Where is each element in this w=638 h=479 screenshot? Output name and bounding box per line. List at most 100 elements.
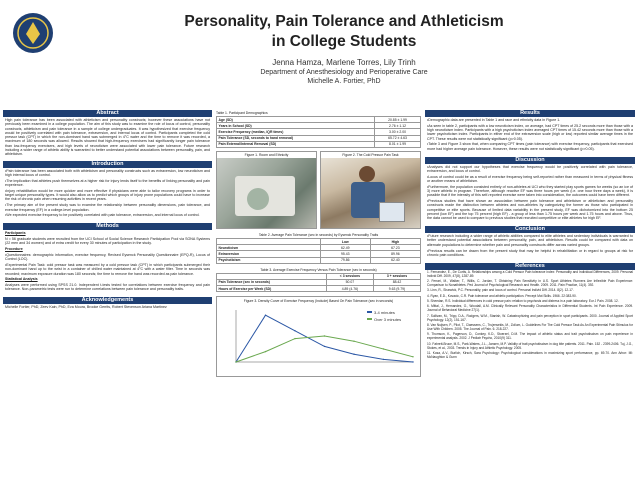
data-point <box>323 345 326 348</box>
data-point <box>353 340 355 343</box>
demographics-table: Age (SD) 20.85 ± 1.99 Years in School (SD)… <box>215 115 421 148</box>
legend-label: 3-4 minutes <box>374 310 395 315</box>
figure3-caption: Figure 3. Density Curve of Exercise Freq… <box>243 299 394 304</box>
results-section: Results •Demographic data are presented … <box>425 110 635 154</box>
reference-item: 1. Fernandez, E., De Curtis, A. Relation… <box>427 269 633 278</box>
introduction-heading: Introduction <box>3 160 212 168</box>
results-paragraph-3: •Table 3 and Figure 3 show that, when co… <box>427 142 633 151</box>
figure-2: Figure 2. The Cold Pressor Pain Task <box>320 150 421 229</box>
discussion-text: •Analyses did not support our hypotheses… <box>425 164 635 224</box>
reference-item: 8. Van Nuijsen, P., Pilot, T., Claessens… <box>427 323 633 331</box>
table1-label: Pain External/Internal Removal (SD) <box>215 140 376 148</box>
table-row: Pain External/Internal Removal (SD) 8.01 … <box>215 140 421 148</box>
poster-title: Personality, Pain Tolerance and Athletic… <box>60 12 628 52</box>
discussion-paragraph-1: •Analyses did not support our hypotheses… <box>427 164 633 173</box>
table2-trait: Psychoticism <box>216 256 321 264</box>
procedure-text-2: •Experimental Pain Task: cold pressor ta… <box>5 262 210 276</box>
table3-block: Table 3. Average Exercise Frequency Vers… <box>216 267 422 293</box>
table-row: Psychoticism 79.86 62.40 <box>216 256 422 264</box>
methods-heading: Methods <box>3 223 212 231</box>
references-list: 1. Fernandez, E., De Curtis, A. Relation… <box>425 270 635 363</box>
analysis-text: Analyses were performed using SPSS 21.0.… <box>5 283 210 292</box>
figure-3: Figure 3. Density Curve of Exercise Freq… <box>216 296 421 378</box>
introduction-section: Introduction •Pain tolerance has been as… <box>3 160 212 220</box>
data-point <box>412 361 414 363</box>
table2-high: 62.40 <box>369 256 422 264</box>
discussion-paragraph-2: •Locus of control could be as a result o… <box>427 174 633 183</box>
legend-swatch <box>367 311 372 314</box>
acknowledgements-text: Michelle Fortier, PhD, Zeev Kain, PhD, E… <box>5 305 167 310</box>
procedure-text-1: •Questionnaires: demographic information… <box>5 252 210 262</box>
abstract-section: Abstract High pain tolerance has been as… <box>3 110 212 158</box>
results-text: •Demographic data are presented in Table… <box>425 117 635 154</box>
poster-header: Personality, Pain Tolerance and Athletic… <box>60 0 628 85</box>
table2-low: 79.86 <box>319 256 371 264</box>
advisor: Michelle A. Fortier, PhD <box>307 78 381 85</box>
data-point <box>264 351 267 353</box>
title-line-2: in College Students <box>271 33 417 50</box>
data-point <box>294 330 296 332</box>
intro-paragraph-3: •Injury rehabilitation would be more qui… <box>5 188 210 202</box>
table3-a: 4.89 (4.76) <box>325 285 374 293</box>
data-point <box>382 348 385 350</box>
participants-subheading: Participants <box>5 231 26 236</box>
figure2-caption: Figure 2. The Cold Pressor Pain Task <box>342 152 399 157</box>
series-line-1 <box>235 314 414 363</box>
data-point <box>235 361 237 363</box>
data-point <box>294 338 296 340</box>
analysis-subheading: Statistical Analysis <box>5 277 38 282</box>
methods-section: Methods Participants N = 56 graduate stu… <box>3 223 212 294</box>
table3-b: 9.63 (9.79) <box>372 285 422 293</box>
figure2-photo <box>321 157 420 228</box>
table2-block: Table 2. Average Pain Tolerance (sec in … <box>216 232 422 264</box>
table3-caption: Table 3. Average Exercise Frequency Vers… <box>260 267 377 272</box>
table-row: Hours of Exercise per Week (SD) 4.89 (4.7… <box>216 285 422 293</box>
discussion-section: Discussion •Analyses did not support our… <box>425 156 635 224</box>
abstract-heading: Abstract <box>3 110 212 117</box>
title-line-1: Personality, Pain Tolerance and Athletic… <box>184 13 504 30</box>
reference-item: 11. Kosa, A.V., Burlich, Kirsch, Sara Ps… <box>427 351 633 359</box>
figure-1: Figure 1. Room and Ethnicity <box>216 150 317 229</box>
discussion-paragraph-4: •Previous studies that have shown an ass… <box>427 199 633 221</box>
results-heading: Results <box>425 110 635 117</box>
references-heading: References <box>425 262 635 270</box>
intro-paragraph-5: •We expected exercise frequency to be po… <box>5 213 200 218</box>
affiliation: Department of Anesthesiology and Periope… <box>260 69 428 76</box>
conclusion-text: •Future research including a wider range… <box>425 233 635 259</box>
reference-item: 2. Ferrari, M., Walker, T., Willis, C. J… <box>427 278 633 287</box>
reference-item: 4. Ryan, E.D., Kovacic, C.R. Pain tolera… <box>427 293 577 298</box>
university-logo-icon <box>13 13 53 53</box>
acknowledgements-section: Acknowledgements Michelle Fortier, PhD, … <box>3 297 212 310</box>
column-right: Results •Demographic data are presented … <box>425 110 635 365</box>
conclusion-paragraph-2: •Previous results can be drawn from the … <box>427 248 633 257</box>
table2-caption: Table 2. Average Pain Tolerance (sec in … <box>258 232 379 237</box>
table1-value: 8.01 ± 1.99 <box>374 140 421 148</box>
data-point <box>412 356 414 358</box>
intro-paragraph-4: •The primary aim of the present study wa… <box>5 203 210 212</box>
figure1-photo <box>217 157 316 228</box>
acknowledgements-heading: Acknowledgements <box>3 297 212 305</box>
abstract-text: High pain tolerance has been associated … <box>5 118 210 157</box>
series-line-2 <box>235 335 414 363</box>
references-section: References 1. Fernandez, E., De Curtis, … <box>425 262 635 363</box>
participants-text: N = 56 graduate students were recruited … <box>5 236 210 246</box>
data-point <box>323 335 326 337</box>
intro-paragraph-1: •Pain tolerance has been associated both… <box>5 168 210 177</box>
conclusion-section: Conclusion •Future research including a … <box>425 226 635 259</box>
legend-label: Over 3 minutes <box>374 317 401 322</box>
results-paragraph-1: •Demographic data are presented in Table… <box>427 118 561 122</box>
reference-item: 9. Thomson, K., Pagerson, D., Conkey, K.… <box>427 332 633 341</box>
intro-paragraph-2: •The implication that athletes push them… <box>5 178 210 188</box>
data-point <box>382 358 385 361</box>
methods-text: Participants N = 56 graduate students we… <box>3 230 212 294</box>
procedure-subheading: Procedure <box>5 247 23 252</box>
table3-label: Hours of Exercise per Week (SD) <box>216 285 327 293</box>
reference-item: 5. Sheedan, R.S. Individual differences … <box>427 299 619 304</box>
data-point <box>264 314 267 317</box>
discussion-heading: Discussion <box>425 156 635 164</box>
reference-item: 3. Linn, R., Sharwick, P.C. Personality,… <box>427 288 574 293</box>
introduction-text: •Pain tolerance has been associated both… <box>3 168 212 220</box>
reference-item: 6. Mittal, J., Hernandez, O., Woodall, A… <box>427 304 633 313</box>
data-point <box>353 353 355 356</box>
